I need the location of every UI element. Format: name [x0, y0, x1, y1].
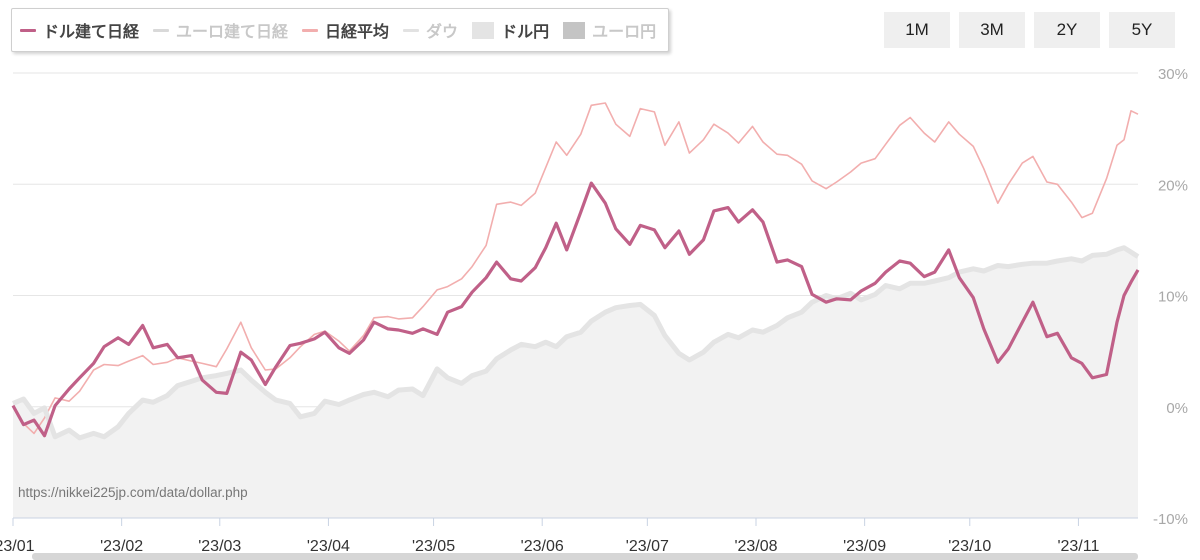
legend-item-dow[interactable]: ダウ [403, 18, 458, 42]
legend-swatch [563, 21, 586, 39]
dollar-nikkei-line[interactable] [11, 181, 1140, 438]
legend-label: ユーロ円 [592, 22, 657, 41]
y-tick-label: 20% [1158, 177, 1188, 194]
y-tick-label: -10% [1153, 511, 1188, 528]
legend-item-nikkei-average[interactable]: 日経平均 [302, 18, 389, 42]
area-series-layer [13, 247, 1138, 518]
range-button-1m[interactable]: 1M [884, 12, 950, 48]
legend-swatch [20, 28, 36, 32]
y-tick-label: 0% [1166, 400, 1188, 417]
x-tick-label: '23/03 [198, 538, 241, 555]
axes: -10% 0% 10% 20% 30% '23/01 '23/02 '23/03 '23/04 '… [0, 66, 1188, 555]
legend-swatch [403, 28, 420, 32]
x-tick-label: '23/09 [843, 538, 886, 555]
legend-label: ダウ [426, 22, 459, 41]
x-tick-label: '23/01 [0, 538, 35, 555]
legend-label: ドル建て日経 [43, 22, 140, 41]
x-tick-label: '23/06 [521, 538, 564, 555]
legend-label: 日経平均 [325, 22, 390, 41]
y-tick-label: 10% [1158, 289, 1188, 306]
legend-item-eurjpy[interactable]: ユーロ円 [563, 18, 656, 42]
legend-item-dollar-nikkei[interactable]: ドル建て日経 [20, 18, 139, 42]
x-tick-label: '23/10 [948, 538, 991, 555]
range-button-5y[interactable]: 5Y [1109, 12, 1175, 48]
legend: ドル建て日経 ユーロ建て日経 日経平均 ダウ ドル円 ユーロ円 [11, 8, 670, 52]
x-tick-label: '23/11 [1057, 538, 1099, 555]
horizontal-scrollbar[interactable] [32, 553, 1138, 560]
line-series-layer [11, 102, 1140, 441]
legend-item-euro-nikkei[interactable]: ユーロ建て日経 [153, 18, 288, 42]
legend-swatch [472, 21, 495, 39]
nikkei-average-line[interactable] [12, 102, 1139, 435]
usdjpy-line[interactable] [12, 245, 1140, 441]
source-url: https://nikkei225jp.com/data/dollar.php [18, 485, 248, 500]
legend-swatch [153, 28, 170, 32]
usdjpy-area-fill [13, 247, 1138, 518]
range-button-2y[interactable]: 2Y [1034, 12, 1100, 48]
x-tick-label: '23/04 [307, 538, 350, 555]
range-button-3m[interactable]: 3M [959, 12, 1025, 48]
legend-swatch [302, 28, 319, 32]
legend-label: ユーロ建て日経 [176, 22, 289, 41]
legend-label: ドル円 [501, 22, 550, 41]
x-tick-label: '23/07 [626, 538, 669, 555]
legend-item-usdjpy[interactable]: ドル円 [472, 18, 549, 42]
range-selector: 1M 3M 2Y 5Y [884, 12, 1175, 48]
y-tick-label: 30% [1158, 66, 1188, 83]
x-tick-label: '23/02 [100, 538, 143, 555]
x-tick-label: '23/05 [412, 538, 455, 555]
x-tick-label: '23/08 [734, 538, 777, 555]
